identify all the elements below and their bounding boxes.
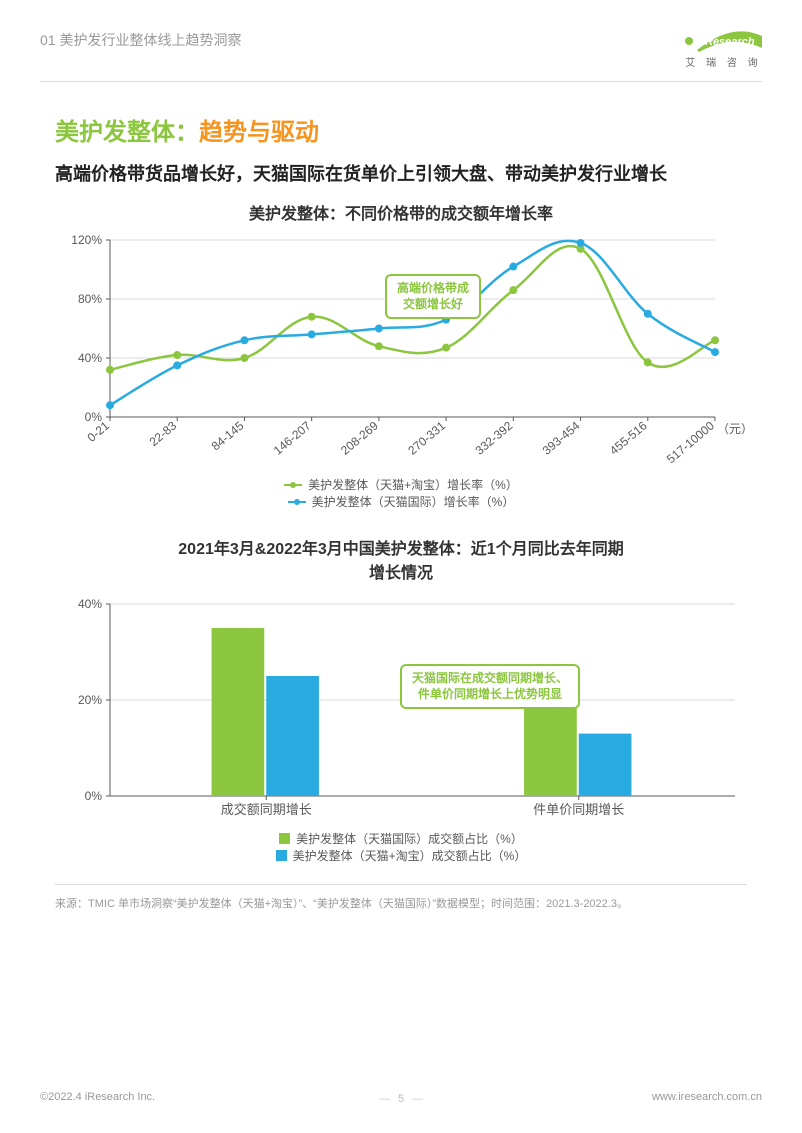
svg-text:332-392: 332-392 <box>473 418 516 457</box>
logo: Research 艾 瑞 咨 询 <box>685 30 762 69</box>
svg-text:146-207: 146-207 <box>271 418 314 457</box>
breadcrumb: 01 美护发行业整体线上趋势洞察 <box>40 30 241 50</box>
svg-text:40%: 40% <box>78 351 102 365</box>
logo-subtitle: 艾 瑞 咨 询 <box>685 54 762 69</box>
chart1-title: 美护发整体：不同价格带的成交额年增长率 <box>55 200 747 224</box>
svg-text:40%: 40% <box>78 597 102 611</box>
svg-text:84-145: 84-145 <box>209 418 247 453</box>
svg-text:120%: 120% <box>71 233 102 247</box>
title-suffix: 趋势与驱动 <box>199 119 319 146</box>
chart2-title: 2021年3月&2022年3月中国美护发整体：近1个月同比去年同期增长情况 <box>55 538 747 586</box>
chart1-legend: 美护发整体（天猫+淘宝）增长率（%） 美护发整体（天猫国际）增长率（%） <box>55 476 747 510</box>
chart1-callout: 高端价格带成交额增长好 <box>385 274 481 319</box>
legend-item: 美护发整体（天猫+淘宝）增长率（%） <box>55 476 747 493</box>
svg-text:393-454: 393-454 <box>540 418 583 457</box>
svg-text:517-10000: 517-10000 <box>664 418 717 466</box>
chart2-legend: 美护发整体（天猫国际）成交额占比（%） 美护发整体（天猫+淘宝）成交额占比（%） <box>55 830 747 864</box>
legend-item: 美护发整体（天猫+淘宝）成交额占比（%） <box>55 847 747 864</box>
svg-text:成交额同期增长: 成交额同期增长 <box>221 802 312 817</box>
svg-text:270-331: 270-331 <box>405 418 448 457</box>
chart2-container: 0% 20% 40% 成交额同期增长 件单价同期增长 天猫国际在成交额同期增长、件单价同… <box>55 596 747 826</box>
line-chart: 0%40%80%120%0-2122-8384-145146-207208-26… <box>55 232 745 472</box>
svg-text:80%: 80% <box>78 292 102 306</box>
title-prefix: 美护发整体： <box>55 119 199 146</box>
page-subtitle: 高端价格带货品增长好，天猫国际在货单价上引领大盘、带动美护发行业增长 <box>55 161 747 188</box>
svg-text:455-516: 455-516 <box>607 418 650 457</box>
chart1-container: 0%40%80%120%0-2122-8384-145146-207208-26… <box>55 232 747 472</box>
logo-swoosh-icon: Research <box>697 30 762 52</box>
page-title: 美护发整体：趋势与驱动 <box>55 112 747 147</box>
svg-text:件单价同期增长: 件单价同期增长 <box>533 802 624 817</box>
svg-text:20%: 20% <box>78 693 102 707</box>
svg-text:22-83: 22-83 <box>147 418 180 449</box>
chart2-callout: 天猫国际在成交额同期增长、件单价同期增长上优势明显 <box>400 664 580 709</box>
svg-text:0%: 0% <box>85 789 103 803</box>
source-note: 来源：TMIC 单市场洞察“美护发整体（天猫+淘宝）”、“美护发整体（天猫国际）… <box>55 884 747 911</box>
logo-dot-icon <box>685 37 693 45</box>
svg-text:（元）: （元） <box>717 422 745 436</box>
page-number: 5 <box>0 1093 802 1105</box>
legend-item: 美护发整体（天猫国际）增长率（%） <box>55 493 747 510</box>
svg-text:208-269: 208-269 <box>338 418 381 457</box>
svg-text:Research: Research <box>705 36 755 48</box>
legend-item: 美护发整体（天猫国际）成交额占比（%） <box>55 830 747 847</box>
header: 01 美护发行业整体线上趋势洞察 Research 艾 瑞 咨 询 <box>0 0 802 69</box>
bar-chart: 0% 20% 40% 成交额同期增长 件单价同期增长 <box>55 596 745 826</box>
